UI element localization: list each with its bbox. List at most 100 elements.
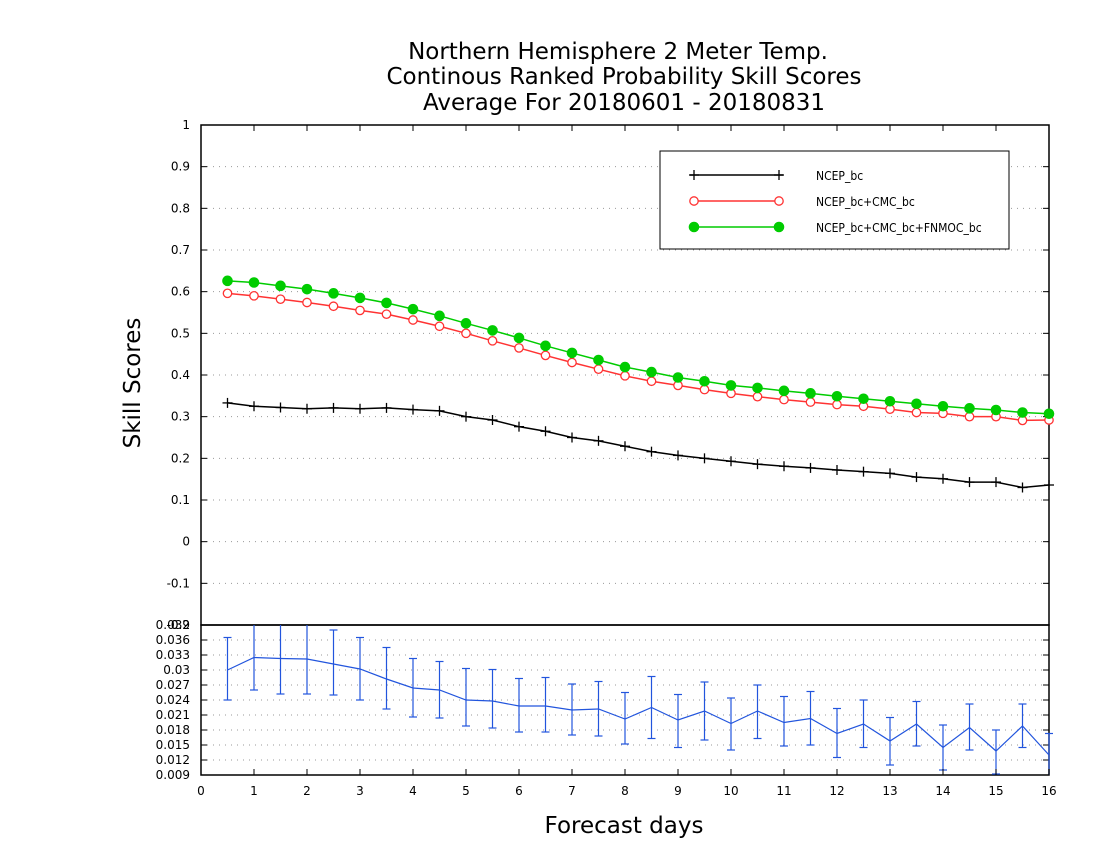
data-point-filled-circle bbox=[487, 325, 498, 336]
y-tick-label: 1 bbox=[182, 118, 190, 132]
data-point-open-circle bbox=[249, 290, 259, 301]
y-tick-label: 0.4 bbox=[171, 368, 190, 382]
y-axis-label: Skill Scores bbox=[120, 318, 146, 449]
data-point-open-circle bbox=[355, 305, 365, 316]
error-bar bbox=[939, 724, 947, 771]
error-bar bbox=[912, 700, 921, 747]
data-point-plus bbox=[381, 402, 392, 413]
data-point-plus bbox=[885, 468, 895, 479]
data-point-filled-circle bbox=[831, 390, 843, 402]
data-point-open-circle bbox=[302, 297, 312, 308]
error-bar bbox=[700, 681, 709, 741]
data-point-plus bbox=[434, 405, 445, 416]
x-tick-label: 1 bbox=[250, 784, 258, 798]
data-point-plus bbox=[1017, 482, 1028, 493]
data-point-filled-circle bbox=[593, 354, 604, 366]
data-point-filled-circle bbox=[646, 366, 657, 378]
series-line-1 bbox=[227, 402, 1050, 489]
data-point-open-circle bbox=[779, 394, 789, 405]
data-point-plus bbox=[222, 397, 233, 408]
spread-y-tick-label: 0.012 bbox=[156, 753, 190, 767]
legend-marker bbox=[774, 196, 784, 206]
data-point-open-circle bbox=[381, 309, 392, 320]
error-bar bbox=[356, 636, 364, 701]
error-bar bbox=[435, 660, 444, 719]
data-point-open-circle bbox=[540, 350, 551, 361]
data-point-filled-circle bbox=[354, 292, 366, 304]
data-point-filled-circle bbox=[937, 400, 949, 412]
x-tick-label: 11 bbox=[776, 784, 791, 798]
legend-label: NCEP_bc+CMC_bc+FNMOC_bc bbox=[816, 221, 982, 235]
error-bar bbox=[276, 625, 285, 695]
error-bar bbox=[488, 668, 497, 729]
legend-marker bbox=[689, 196, 699, 206]
data-point-filled-circle bbox=[699, 375, 710, 387]
data-point-filled-circle bbox=[222, 275, 233, 287]
spread-line bbox=[227, 656, 1050, 756]
y-tick-label: 0.8 bbox=[171, 201, 190, 215]
data-point-plus bbox=[779, 461, 789, 472]
x-tick-label: 5 bbox=[462, 784, 470, 798]
title-line-2: Continous Ranked Probability Skill Score… bbox=[386, 64, 861, 90]
data-point-filled-circle bbox=[1043, 408, 1055, 420]
data-point-plus bbox=[964, 477, 975, 488]
data-point-filled-circle bbox=[778, 385, 790, 397]
data-point-plus bbox=[646, 446, 657, 457]
data-point-open-circle bbox=[222, 288, 233, 299]
error-bar bbox=[780, 695, 788, 747]
data-point-plus bbox=[832, 465, 842, 475]
data-point-filled-circle bbox=[805, 388, 816, 399]
error-bar bbox=[594, 680, 603, 737]
error-bar bbox=[462, 667, 470, 727]
error-bar bbox=[541, 676, 550, 733]
data-point-plus bbox=[620, 441, 630, 452]
series-line-3 bbox=[227, 280, 1050, 415]
data-point-filled-circle bbox=[275, 280, 286, 292]
y-tick-label: 0.5 bbox=[171, 326, 190, 340]
data-point-open-circle bbox=[328, 301, 339, 312]
title-line-3: Average For 20180601 - 20180831 bbox=[423, 90, 825, 116]
error-bar bbox=[1018, 703, 1027, 749]
data-point-plus bbox=[911, 472, 922, 483]
y-tick-label: 0.2 bbox=[171, 451, 190, 465]
spread-y-tick-label: 0.018 bbox=[156, 723, 190, 737]
data-point-open-circle bbox=[514, 343, 524, 353]
data-point-open-circle bbox=[699, 384, 710, 395]
y-tick-label: 0 bbox=[182, 535, 190, 549]
data-point-plus bbox=[487, 415, 498, 425]
data-point-plus bbox=[938, 473, 948, 484]
main-plot-panel: -0.2 -0.1 0 0.1 0.2 0.3 0.4 0.5 0.6 0.7 0.8 0.9 1 bbox=[167, 118, 1055, 632]
x-tick-label: 9 bbox=[674, 784, 682, 798]
spread-y-tick-label: 0.009 bbox=[156, 768, 190, 782]
error-bar bbox=[223, 636, 232, 701]
y-tick-label: -0.1 bbox=[167, 576, 190, 590]
x-tick-label: 16 bbox=[1041, 784, 1056, 798]
data-point-plus bbox=[752, 459, 763, 470]
legend-marker bbox=[773, 221, 785, 233]
y-tick-label: -0.2 bbox=[167, 618, 190, 632]
data-point-plus bbox=[991, 477, 1001, 488]
spread-y-tick-label: 0.039 bbox=[156, 618, 190, 632]
error-bar bbox=[965, 703, 974, 751]
error-bar bbox=[727, 697, 735, 751]
spread-y-tick-label: 0.015 bbox=[156, 738, 190, 752]
error-bar bbox=[833, 707, 841, 759]
data-point-filled-circle bbox=[328, 288, 339, 299]
data-point-filled-circle bbox=[964, 403, 975, 414]
spread-y-tick-label: 0.036 bbox=[156, 633, 190, 647]
error-bar bbox=[382, 646, 391, 710]
legend-label: NCEP_bc bbox=[816, 169, 863, 183]
error-bar bbox=[992, 729, 1000, 775]
spread-y-tick-label: 0.03 bbox=[163, 663, 190, 677]
data-point-filled-circle bbox=[911, 398, 922, 410]
data-point-plus bbox=[1044, 480, 1054, 490]
x-tick-label: 10 bbox=[723, 784, 738, 798]
legend-box bbox=[659, 150, 1010, 250]
data-point-filled-circle bbox=[725, 380, 737, 391]
data-point-plus bbox=[355, 403, 365, 414]
legend-label: NCEP_bc+CMC_bc bbox=[816, 195, 915, 209]
error-bar bbox=[515, 677, 523, 733]
error-bar bbox=[329, 629, 338, 696]
x-axis: 0 1 2 3 4 5 6 7 8 9 10 11 12 13 14 15 16 bbox=[197, 125, 1057, 798]
